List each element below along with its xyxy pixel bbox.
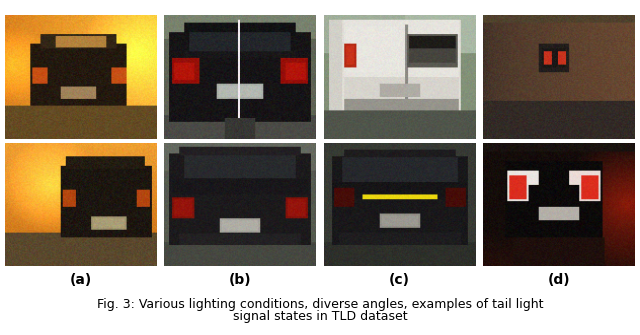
Text: (c): (c) <box>389 273 410 287</box>
Text: Fig. 3: Various lighting conditions, diverse angles, examples of tail light: Fig. 3: Various lighting conditions, div… <box>97 298 543 311</box>
Text: (b): (b) <box>229 273 252 287</box>
Text: (d): (d) <box>548 273 570 287</box>
Text: (a): (a) <box>70 273 92 287</box>
Text: signal states in TLD dataset: signal states in TLD dataset <box>233 310 407 323</box>
